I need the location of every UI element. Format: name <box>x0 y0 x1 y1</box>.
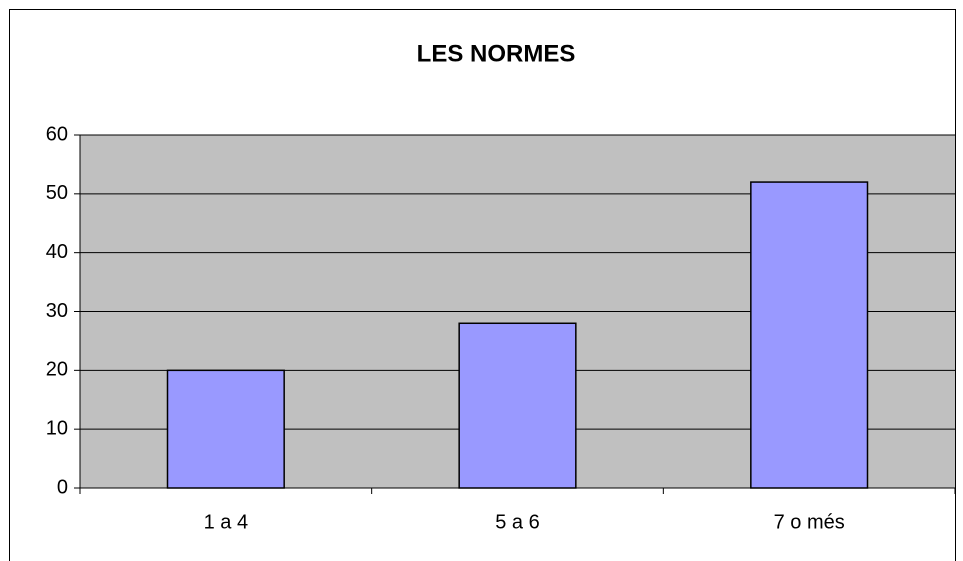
y-tick-label: 60 <box>46 123 68 145</box>
bar <box>166 369 285 489</box>
x-tick-label: 5 a 6 <box>495 511 539 533</box>
bar <box>458 322 577 489</box>
chart-border <box>9 9 956 561</box>
y-tick-label: 0 <box>57 476 68 498</box>
x-tick-label: 1 a 4 <box>204 511 248 533</box>
y-tick-label: 30 <box>46 300 68 322</box>
x-tick-label: 7 o més <box>774 511 845 533</box>
chart-title: LES NORMES <box>417 40 576 67</box>
bar <box>750 181 869 489</box>
y-tick-label: 10 <box>46 417 68 439</box>
y-tick-label: 50 <box>46 182 68 204</box>
y-tick-label: 40 <box>46 241 68 263</box>
y-tick-label: 20 <box>46 359 68 381</box>
